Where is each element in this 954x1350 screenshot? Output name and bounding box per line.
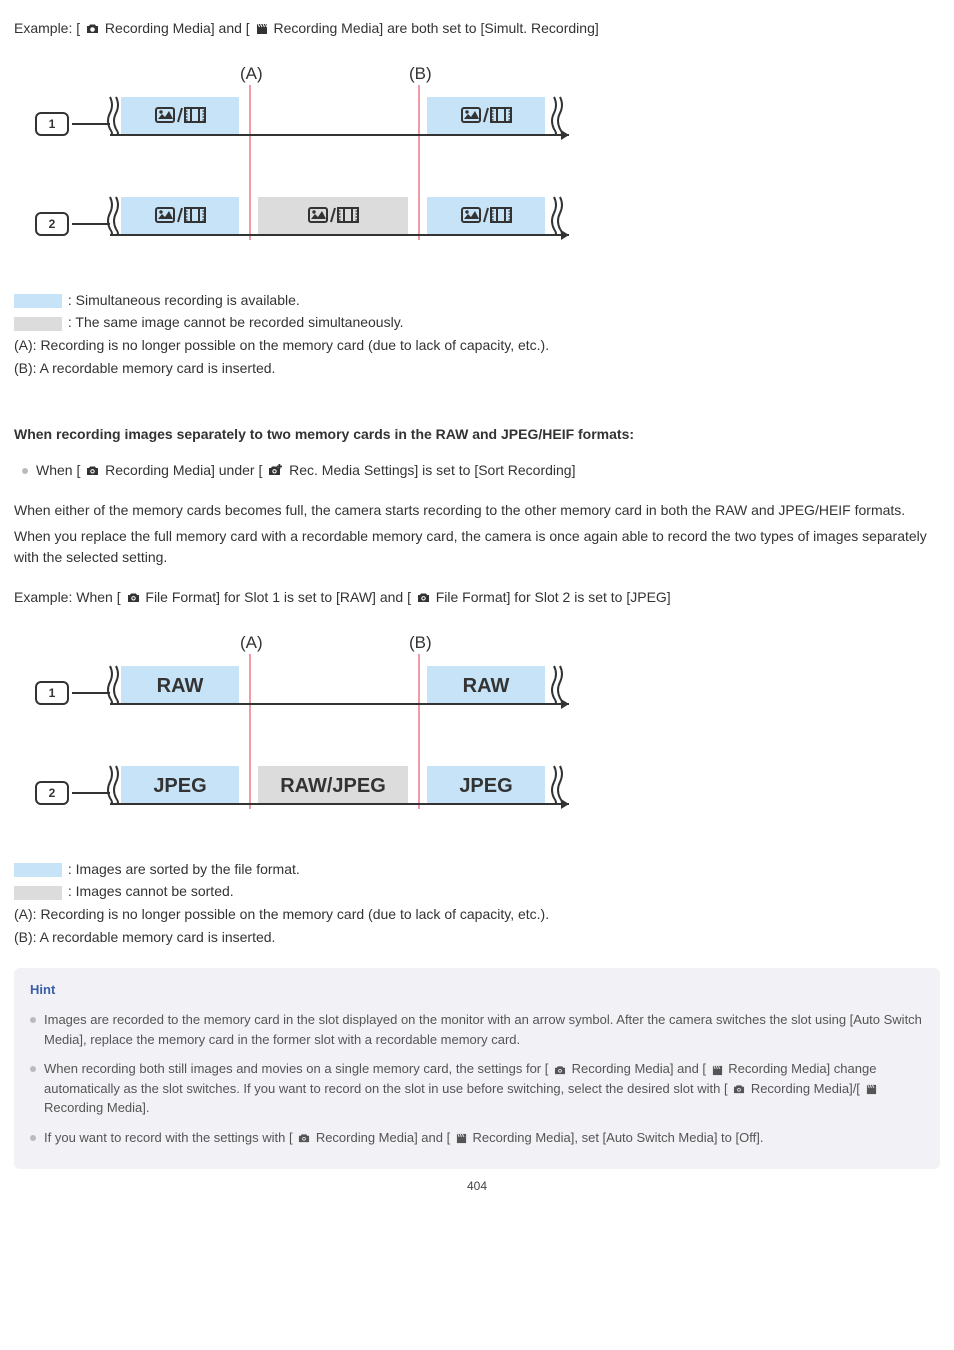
hint-title: Hint — [30, 980, 924, 1000]
legend2-B: (B): A recordable memory card is inserte… — [14, 927, 940, 949]
text: Rec. Media Settings] is set to [Sort Rec… — [289, 462, 575, 478]
legend2-enabled: : Images are sorted by the file format. — [14, 859, 940, 881]
camera-icon — [417, 592, 430, 604]
text: File Format] for Slot 1 is set to [RAW] … — [145, 589, 411, 605]
hint-text: If you want to record with the settings … — [44, 1128, 763, 1148]
text: Example: When [ — [14, 589, 121, 605]
section2-body2: When you replace the full memory card wi… — [14, 526, 940, 569]
d2-r2c1: JPEG — [153, 775, 206, 797]
d2-r1c3: RAW — [463, 675, 510, 697]
text: File Format] for Slot 2 is set to [JPEG] — [436, 589, 671, 605]
swatch-enabled — [14, 294, 62, 308]
bullet-icon — [30, 1135, 36, 1141]
bullet-icon — [30, 1066, 36, 1072]
camera-icon — [127, 592, 140, 604]
section2-body1: When either of the memory cards becomes … — [14, 500, 940, 522]
svg-text:2: 2 — [49, 217, 56, 231]
diagram-1: (A) (B) 1 2 — [14, 65, 940, 255]
d2-r2c2: RAW/JPEG — [280, 775, 386, 797]
hint-item-3: If you want to record with the settings … — [30, 1128, 924, 1148]
section2-bullet: When [ Recording Media] under [ Rec. Med… — [14, 460, 940, 482]
hint-box: Hint Images are recorded to the memory c… — [14, 968, 940, 1169]
legend2-disabled: : Images cannot be sorted. — [14, 881, 940, 903]
text: Recording Media] and [ — [316, 1130, 450, 1145]
hint-item-2: When recording both still images and mov… — [30, 1059, 924, 1118]
swatch-enabled — [14, 863, 62, 877]
legend2-A: (A): Recording is no longer possible on … — [14, 904, 940, 926]
hint-text: When recording both still images and mov… — [44, 1059, 924, 1118]
legend1-A: (A): Recording is no longer possible on … — [14, 335, 940, 357]
camera-icon — [554, 1065, 566, 1076]
text: Recording Media]. — [44, 1100, 150, 1115]
svg-text:(B): (B) — [409, 65, 432, 83]
bullet-text: When [ Recording Media] under [ Rec. Med… — [36, 460, 575, 482]
text: When [ — [36, 462, 80, 478]
text: If you want to record with the settings … — [44, 1130, 293, 1145]
text: When recording both still images and mov… — [44, 1061, 548, 1076]
text: Recording Media]/[ — [751, 1081, 860, 1096]
d2-r2c3: JPEG — [459, 775, 512, 797]
clapper-icon — [256, 23, 268, 35]
svg-text:(A): (A) — [240, 634, 263, 652]
svg-text:2: 2 — [49, 786, 56, 800]
camera-plus-icon — [268, 464, 283, 478]
hint-text: Images are recorded to the memory card i… — [44, 1010, 924, 1049]
text: : The same image cannot be recorded simu… — [68, 314, 404, 330]
diagram-2: (A) (B) 1 RAW RAW 2 JPEG RAW/JPEG JPEG — [14, 634, 940, 824]
section2-heading: When recording images separately to two … — [14, 424, 940, 446]
clapper-icon — [866, 1084, 877, 1095]
text: Recording Media] under [ — [105, 462, 262, 478]
clapper-icon — [712, 1065, 723, 1076]
hint-item-1: Images are recorded to the memory card i… — [30, 1010, 924, 1049]
example1-intro: Example: [ Recording Media] and [ Record… — [14, 18, 940, 40]
swatch-disabled — [14, 886, 62, 900]
legend1-enabled: : Simultaneous recording is available. — [14, 290, 940, 312]
clapper-icon — [456, 1133, 467, 1144]
camera-icon — [733, 1084, 745, 1095]
d2-r1c1: RAW — [157, 675, 204, 697]
text: Recording Media] are both set to [Simult… — [273, 20, 598, 36]
page-number: 404 — [14, 1177, 940, 1196]
camera-icon — [298, 1133, 310, 1144]
text: Example: [ — [14, 20, 80, 36]
text: : Images are sorted by the file format. — [68, 861, 300, 877]
text: : Simultaneous recording is available. — [68, 292, 300, 308]
text: : Images cannot be sorted. — [68, 883, 234, 899]
svg-text:(B): (B) — [409, 634, 432, 652]
bullet-icon — [22, 468, 28, 474]
camera-icon — [86, 465, 99, 477]
legend1-B: (B): A recordable memory card is inserte… — [14, 358, 940, 380]
legend1-disabled: : The same image cannot be recorded simu… — [14, 312, 940, 334]
text: Recording Media], set [Auto Switch Media… — [472, 1130, 763, 1145]
swatch-disabled — [14, 317, 62, 331]
example2-intro: Example: When [ File Format] for Slot 1 … — [14, 587, 940, 609]
svg-text:1: 1 — [49, 117, 56, 131]
text: Recording Media] and [ — [105, 20, 250, 36]
svg-text:(A): (A) — [240, 65, 263, 83]
svg-text:1: 1 — [49, 686, 56, 700]
bullet-icon — [30, 1017, 36, 1023]
text: Recording Media] and [ — [572, 1061, 706, 1076]
camera-icon — [86, 23, 99, 35]
